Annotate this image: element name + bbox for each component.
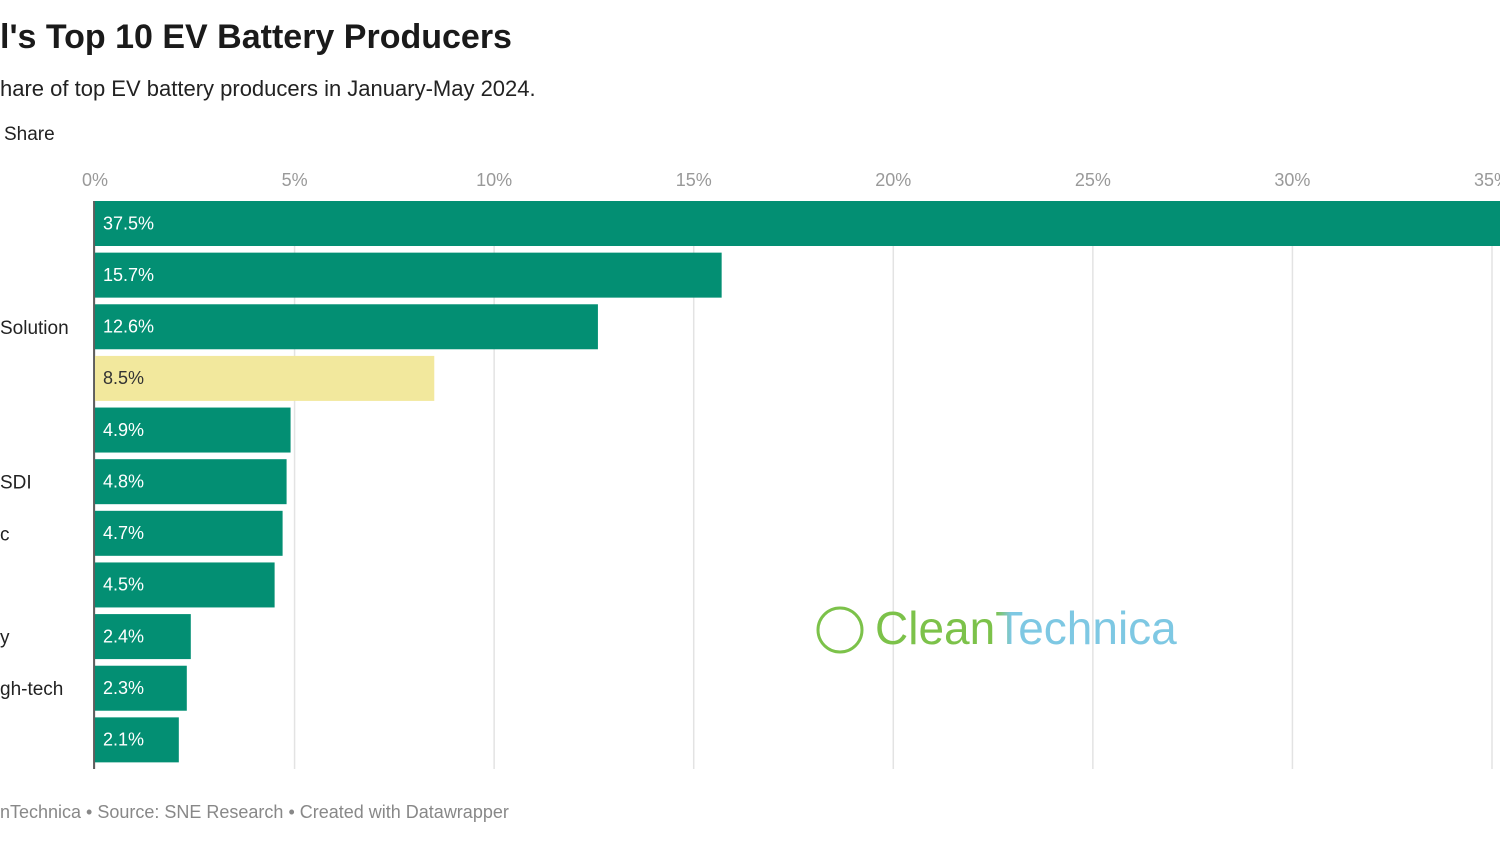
x-tick-label: 0% xyxy=(82,170,108,190)
x-tick-label: 5% xyxy=(282,170,308,190)
bar xyxy=(95,717,179,763)
x-tick-label: 30% xyxy=(1274,170,1310,190)
bar xyxy=(95,201,1500,246)
value-label: 4.5% xyxy=(103,575,144,595)
x-tick-label: 25% xyxy=(1075,170,1111,190)
x-tick-label: 20% xyxy=(875,170,911,190)
x-tick-label: 15% xyxy=(676,170,712,190)
x-tick-label: 35% xyxy=(1474,170,1500,190)
chart-title: l's Top 10 EV Battery Producers xyxy=(0,18,512,56)
value-label: 8.5% xyxy=(103,368,144,388)
y-tick-label: y xyxy=(0,628,10,649)
footer: nTechnica • Source: SNE Research • Creat… xyxy=(0,802,509,822)
y-tick-label: SDI xyxy=(0,473,32,494)
bar xyxy=(95,252,722,298)
value-label: 2.3% xyxy=(103,678,144,698)
bar xyxy=(95,355,435,401)
watermark-logo xyxy=(816,606,864,654)
y-tick-label: Solution xyxy=(0,318,69,339)
y-tick-label: c xyxy=(0,524,10,545)
watermark: CleanTechnica xyxy=(875,602,1177,654)
value-label: 4.8% xyxy=(103,471,144,491)
bar xyxy=(95,459,287,505)
bar xyxy=(95,510,283,556)
bar xyxy=(95,562,275,608)
value-label: 2.1% xyxy=(103,730,144,750)
value-label: 4.7% xyxy=(103,523,144,543)
x-tick-label: 10% xyxy=(476,170,512,190)
value-label: 2.4% xyxy=(103,626,144,646)
y-tick-label: gh-tech xyxy=(0,679,63,700)
bar xyxy=(95,407,291,453)
bar xyxy=(95,304,598,350)
value-label: 15.7% xyxy=(103,265,154,285)
value-label: 37.5% xyxy=(103,213,154,233)
bar xyxy=(95,665,187,711)
bar xyxy=(95,614,191,660)
value-label: 4.9% xyxy=(103,420,144,440)
axis-label: Share xyxy=(4,124,55,145)
value-label: 12.6% xyxy=(103,317,154,337)
chart-subtitle: hare of top EV battery producers in Janu… xyxy=(0,76,536,101)
